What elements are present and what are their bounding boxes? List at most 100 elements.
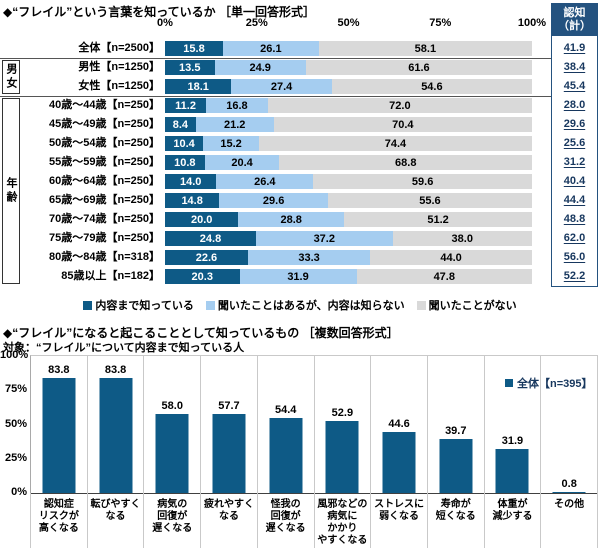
- bar: [495, 449, 529, 493]
- bar-segment: 13.5: [165, 60, 215, 75]
- stacked-bar: 10.4 15.2 74.4: [165, 136, 532, 151]
- separator-under-total-row: [0, 58, 551, 59]
- bar: [269, 418, 303, 493]
- bar-segment: 26.1: [222, 41, 319, 56]
- row-label: 40歳～44歳【n=250】: [49, 99, 160, 111]
- bar: [382, 432, 416, 493]
- awareness-chart-title: ◆“フレイル”という言葉を知っているか ［単一回答形式］: [3, 5, 315, 19]
- bar-segment: 20.4: [204, 155, 280, 170]
- bar-column: 0.8: [541, 356, 599, 493]
- stacked-bar: 10.8 20.4 68.8: [165, 155, 532, 170]
- awareness-total-value: 31.2: [551, 153, 598, 172]
- awareness-total-number: 48.8: [563, 213, 586, 225]
- stacked-bar: 8.4 21.2 70.4: [165, 117, 532, 132]
- awareness-total-number: 56.0: [563, 251, 586, 263]
- awareness-total-number: 62.0: [563, 232, 586, 244]
- awareness-total-number: 31.2: [563, 156, 586, 168]
- bar-value: 52.9: [331, 407, 354, 419]
- stacked-bar: 11.2 16.8 72.0: [165, 98, 532, 113]
- category-label: 認知症 リスクが 高くなる: [31, 493, 88, 548]
- x-axis-tick: 75%: [429, 17, 452, 29]
- bar: [439, 439, 473, 493]
- stacked-bar: 18.1 27.4 54.6: [165, 79, 532, 94]
- bar-value: 57.7: [218, 400, 240, 412]
- x-axis-tick: 0%: [157, 17, 173, 29]
- legend-item: 聞いたことはあるが、内容は知らない: [205, 297, 405, 313]
- bar-segment: 10.8: [165, 155, 205, 170]
- bar: [212, 414, 246, 493]
- legend-label: 聞いたことがない: [428, 300, 517, 312]
- stacked-bar: 20.3 31.9 47.8: [165, 269, 532, 284]
- bar-value: 54.4: [274, 404, 297, 416]
- y-axis-tick: 75%: [4, 383, 27, 396]
- category-label: 体重が 減少する: [485, 493, 542, 548]
- row-label: 65歳～69歳【n=250】: [49, 194, 160, 206]
- category-label: 転びやすく なる: [88, 493, 145, 548]
- category-label: 病気の 回復が 遅くなる: [144, 493, 202, 548]
- effects-plot-area: 83.8 83.8 58.0 57.7 54.4 52.9 44.6 39.7 31.9 0.8: [30, 355, 599, 494]
- legend-item: 聞いたことがない: [416, 297, 517, 313]
- bar-segment: 21.2: [195, 117, 274, 132]
- bar-segment: 10.4: [165, 136, 204, 151]
- category-label: その他: [541, 493, 599, 548]
- bar-segment: 72.0: [267, 98, 532, 113]
- awareness-total-header-line1: 認知: [563, 6, 586, 19]
- bar-segment: 18.1: [165, 79, 232, 94]
- legend-swatch: [205, 300, 215, 310]
- row-label: 80歳～84歳【n=318】: [49, 251, 160, 263]
- bar-segment: 37.2: [256, 231, 393, 246]
- awareness-total-value: 48.8: [551, 210, 598, 229]
- awareness-total-value: 62.0: [551, 229, 598, 248]
- bar-segment: 20.3: [165, 269, 240, 284]
- bar-segment: 8.4: [165, 117, 196, 132]
- bar-segment: 11.2: [165, 98, 207, 113]
- effects-legend: 全体【n=395】: [505, 375, 593, 391]
- awareness-total-value: 38.4: [551, 58, 598, 77]
- awareness-total-number: 25.6: [563, 137, 586, 149]
- bar-column: 83.8: [88, 356, 145, 493]
- bar: [42, 378, 76, 493]
- bar-segment: 24.8: [165, 231, 257, 246]
- bar-value: 31.9: [501, 435, 524, 447]
- legend-label: 内容まで知っている: [95, 300, 194, 312]
- y-axis-tick: 100%: [0, 349, 29, 361]
- awareness-total-value: 25.6: [551, 134, 598, 153]
- bar-column: 58.0: [144, 356, 202, 493]
- bar: [99, 378, 133, 493]
- bar-value: 58.0: [161, 400, 183, 412]
- effects-category-labels: 認知症 リスクが 高くなる 転びやすく なる 病気の 回復が 遅くなる 疲れやすく な…: [30, 493, 599, 548]
- row-label: 85歳以上【n=182】: [61, 270, 160, 282]
- bar-segment: 47.8: [356, 269, 532, 284]
- awareness-total-value: 41.9: [551, 39, 598, 58]
- bar-segment: 24.9: [214, 60, 306, 75]
- awareness-total-number: 38.4: [563, 61, 586, 73]
- y-axis-tick: 50%: [4, 417, 27, 430]
- category-label: 寿命が 短くなる: [428, 493, 485, 548]
- legend-swatch: [416, 300, 426, 310]
- row-label: 60歳～64歳【n=250】: [49, 175, 160, 187]
- awareness-total-number: 28.0: [563, 99, 586, 111]
- awareness-total-number: 44.4: [563, 194, 586, 206]
- row-label: 全体【n=2500】: [78, 42, 160, 54]
- effects-chart-title: ◆“フレイル”になると起こることとして知っているもの ［複数回答形式］: [3, 326, 399, 340]
- bar-segment: 51.2: [344, 212, 532, 227]
- bar-segment: 22.6: [165, 250, 248, 265]
- stacked-bar: 15.8 26.1 58.1: [165, 41, 532, 56]
- bar-value: 39.7: [445, 425, 467, 437]
- awareness-total-header: 認知 （計）: [551, 3, 598, 36]
- bar-segment: 20.0: [165, 212, 239, 227]
- bar-column: 57.7: [201, 356, 258, 493]
- stacked-bar: 20.0 28.8 51.2: [165, 212, 532, 227]
- bar-column: 44.6: [371, 356, 428, 493]
- stacked-bar: 24.8 37.2 38.0: [165, 231, 532, 246]
- bar-segment: 33.3: [247, 250, 371, 265]
- awareness-total-number: 41.9: [563, 42, 586, 54]
- bar-segment: 54.6: [331, 79, 532, 94]
- bar-value: 0.8: [561, 478, 577, 490]
- bar-segment: 15.8: [165, 41, 223, 56]
- row-label: 70歳～74歳【n=250】: [49, 213, 160, 225]
